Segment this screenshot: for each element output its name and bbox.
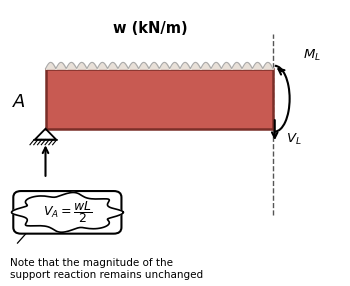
Text: $V_A = \dfrac{wL}{2}$: $V_A = \dfrac{wL}{2}$ bbox=[43, 199, 92, 225]
FancyBboxPatch shape bbox=[13, 191, 121, 234]
Text: w (kN/m): w (kN/m) bbox=[113, 21, 188, 36]
Text: A: A bbox=[13, 93, 26, 110]
Bar bbox=[46, 69, 273, 129]
Text: $M_L$: $M_L$ bbox=[303, 48, 321, 63]
Text: Note that the magnitude of the
support reaction remains unchanged: Note that the magnitude of the support r… bbox=[10, 258, 204, 280]
Polygon shape bbox=[12, 192, 123, 232]
Text: $V_L$: $V_L$ bbox=[286, 132, 302, 147]
